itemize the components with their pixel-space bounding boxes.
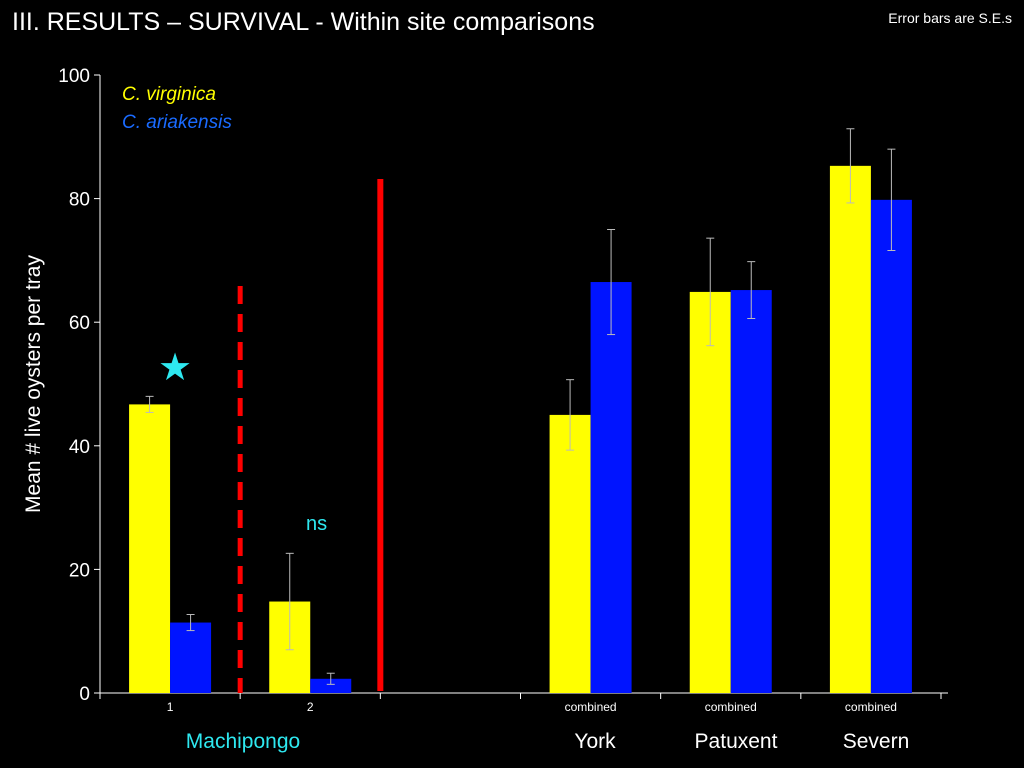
- bar-virginica: [689, 291, 731, 693]
- page-title: III. RESULTS – SURVIVAL - Within site co…: [12, 8, 595, 36]
- y-tick-label: 40: [69, 437, 90, 458]
- site-label-patuxent: Patuxent: [694, 730, 778, 753]
- y-tick-label: 20: [69, 560, 90, 581]
- not-significant-label: ns: [306, 513, 328, 535]
- y-tick-label: 60: [69, 313, 90, 334]
- y-tick-label: 80: [69, 190, 90, 211]
- bar-ariakensis: [870, 199, 912, 693]
- y-tick-label: 0: [79, 684, 90, 705]
- bar-virginica: [549, 414, 591, 693]
- x-tick-label: combined: [705, 700, 757, 714]
- bar-ariakensis: [590, 282, 632, 693]
- site-label-severn: Severn: [842, 730, 910, 753]
- y-tick-label: 100: [58, 66, 90, 87]
- bar-virginica: [129, 404, 171, 693]
- significance-star-icon: ★: [158, 347, 193, 389]
- error-bar-note: Error bars are S.E.s: [888, 10, 1012, 26]
- bar-ariakensis: [170, 622, 212, 693]
- y-axis-label: Mean # live oysters per tray: [22, 255, 45, 513]
- x-tick-label: 2: [307, 700, 314, 714]
- x-tick-label: combined: [565, 700, 617, 714]
- bar-ariakensis: [310, 678, 352, 693]
- legend-ariakensis: C. ariakensis: [122, 112, 232, 133]
- legend-virginica: C. virginica: [122, 84, 216, 105]
- x-tick-label: combined: [845, 700, 897, 714]
- site-label-machipongo: Machipongo: [185, 730, 301, 753]
- site-label-york: York: [574, 730, 616, 753]
- x-tick-label: 1: [167, 700, 174, 714]
- bar-ariakensis: [730, 290, 772, 693]
- bar-virginica: [829, 165, 871, 693]
